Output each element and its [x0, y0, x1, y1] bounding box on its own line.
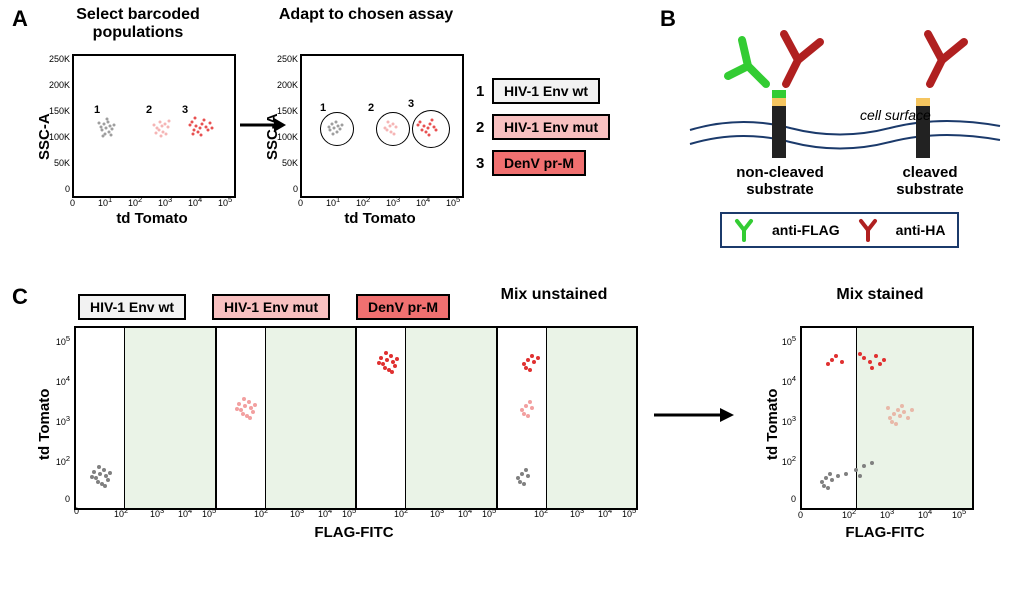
ytick: 250K — [49, 54, 70, 64]
panel-c-mix-y-axis: td Tomato — [764, 389, 781, 460]
panel-b-left-label: non-cleaved substrate — [720, 165, 840, 198]
panel-a-x-axis-2: td Tomato — [300, 210, 460, 227]
xtick: 101 — [98, 195, 112, 208]
ytick: 104 — [782, 374, 796, 387]
panel-c-mix-stained: Mix stained — [790, 286, 970, 304]
panel-c-title-2: HIV-1 Env mut — [212, 294, 330, 320]
arrow-c — [650, 400, 740, 430]
panel-c-plots-group — [74, 326, 638, 510]
xtick: 102 — [128, 195, 142, 208]
xtick: 0 — [298, 198, 303, 208]
cluster-num-2: 2 — [146, 104, 152, 116]
ytick: 0 — [65, 184, 70, 194]
legend-num-1: 1 — [476, 83, 492, 100]
panel-c-x-axis: FLAG-FITC — [74, 524, 634, 541]
xtick: 105 — [952, 507, 966, 520]
xtick: 0 — [798, 510, 803, 520]
panel-c-y-axis: td Tomato — [36, 389, 53, 460]
panel-b-right-label: cleaved substrate — [870, 165, 990, 198]
xtick: 103 — [386, 195, 400, 208]
panel-a-title-right: Adapt to chosen assay — [276, 6, 456, 24]
panel-c-mix-x-axis: FLAG-FITC — [800, 524, 970, 541]
xtick: 104 — [416, 195, 430, 208]
ytick: 103 — [56, 414, 70, 427]
ytick: 104 — [56, 374, 70, 387]
ytick: 200K — [277, 80, 298, 90]
anti-flag-icon — [734, 218, 754, 242]
ytick: 0 — [65, 494, 70, 504]
anti-flag-label: anti-FLAG — [772, 222, 840, 238]
legend-3: DenV pr-M — [492, 150, 586, 176]
cluster-num-3b: 3 — [408, 98, 414, 110]
panel-b-legend: anti-FLAG anti-HA — [720, 212, 959, 248]
gate-circle-2 — [376, 112, 410, 146]
anti-ha-icon — [858, 218, 878, 242]
panel-b-label: B — [660, 6, 676, 32]
xtick: 103 — [880, 507, 894, 520]
panel-c-mix-unstained: Mix unstained — [484, 286, 624, 304]
ytick: 102 — [782, 454, 796, 467]
ytick: 105 — [782, 334, 796, 347]
xtick: 102 — [842, 507, 856, 520]
panel-a-label: A — [12, 6, 28, 32]
xtick: 101 — [326, 195, 340, 208]
anti-ha-label: anti-HA — [896, 222, 946, 238]
cluster-num-1b: 1 — [320, 102, 326, 114]
panel-a-x-axis-1: td Tomato — [72, 210, 232, 227]
xtick: 103 — [158, 195, 172, 208]
ytick: 102 — [56, 454, 70, 467]
ytick: 50K — [54, 158, 70, 168]
ytick: 250K — [277, 54, 298, 64]
legend-2: HIV-1 Env mut — [492, 114, 610, 140]
xtick: 0 — [70, 198, 75, 208]
panel-a-plot-1: 1 2 3 0 50K 100K 150K 200K 250K 0 101 10… — [72, 54, 236, 198]
panel-c-title-3: DenV pr-M — [356, 294, 450, 320]
ytick: 0 — [791, 494, 796, 504]
ytick: 50K — [282, 158, 298, 168]
ytick: 0 — [293, 184, 298, 194]
xtick: 105 — [218, 195, 232, 208]
panel-a-plot-2: 1 2 3 0 50K 100K 150K 200K 250K 0 101 10… — [300, 54, 464, 198]
xtick: 104 — [188, 195, 202, 208]
ytick: 103 — [782, 414, 796, 427]
svg-text:cell surface: cell surface — [860, 107, 931, 123]
legend-num-2: 2 — [476, 119, 492, 136]
ytick: 200K — [49, 80, 70, 90]
panel-a-y-axis: SSC-A — [36, 113, 53, 160]
gate-circle-3 — [412, 110, 450, 148]
panel-c-label: C — [12, 284, 28, 310]
cluster-num-2b: 2 — [368, 102, 374, 114]
panel-a-title-left: Select barcoded populations — [48, 6, 228, 42]
legend-1: HIV-1 Env wt — [492, 78, 600, 104]
gate-circle-1 — [320, 112, 354, 146]
xtick: 102 — [356, 195, 370, 208]
ytick: 105 — [56, 334, 70, 347]
legend-num-3: 3 — [476, 155, 492, 172]
panel-a-y-axis-2: SSC-A — [264, 113, 281, 160]
panel-c-title-1: HIV-1 Env wt — [78, 294, 186, 320]
panel-a-legend: 1 HIV-1 Env wt 2 HIV-1 Env mut 3 DenV pr… — [476, 78, 610, 176]
xtick: 104 — [918, 507, 932, 520]
xtick: 105 — [446, 195, 460, 208]
panel-c-mix-plot: 0 102 103 104 105 — [800, 326, 974, 510]
cluster-num-3: 3 — [182, 104, 188, 116]
cluster-num-1: 1 — [94, 104, 100, 116]
